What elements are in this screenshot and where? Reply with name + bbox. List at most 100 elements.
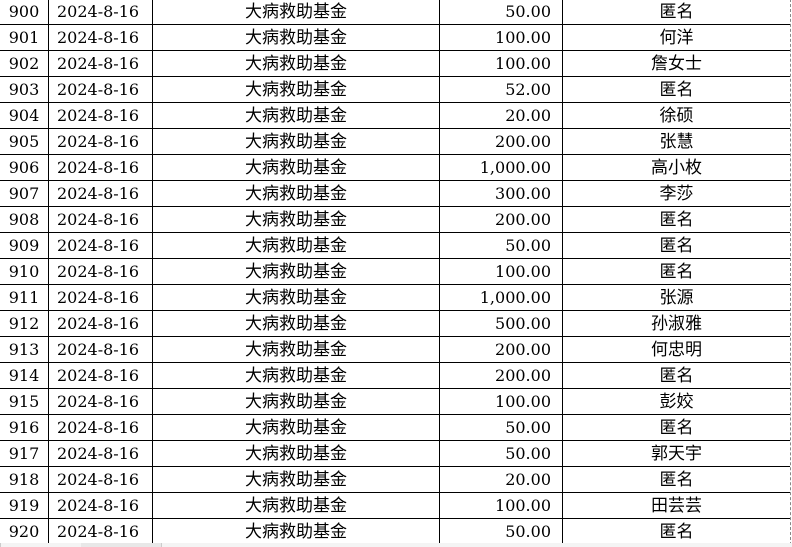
row-number-cell[interactable]: 900 <box>0 0 49 24</box>
fund-cell[interactable]: 大病救助基金 <box>153 103 440 128</box>
date-cell[interactable]: 2024-8-16 <box>49 155 153 180</box>
fund-cell[interactable]: 大病救助基金 <box>153 51 440 76</box>
row-number-cell[interactable]: 905 <box>0 129 49 154</box>
donor-cell[interactable]: 匿名 <box>659 418 694 438</box>
date-cell[interactable]: 2024-8-16 <box>49 311 153 336</box>
donor-cell[interactable]: 匿名 <box>659 210 694 230</box>
amount-cell[interactable]: 200.00 <box>440 337 563 362</box>
date-cell[interactable]: 2024-8-16 <box>49 285 153 310</box>
row-number-cell[interactable]: 915 <box>0 389 49 414</box>
scrollbar-segment[interactable] <box>161 543 792 547</box>
donor-cell[interactable]: 匿名 <box>659 236 694 256</box>
amount-cell[interactable]: 1,000.00 <box>440 285 563 310</box>
date-cell[interactable]: 2024-8-16 <box>49 129 153 154</box>
row-number-cell[interactable]: 902 <box>0 51 49 76</box>
date-cell[interactable]: 2024-8-16 <box>49 259 153 284</box>
donor-cell[interactable]: 何忠明 <box>651 340 702 360</box>
date-cell[interactable]: 2024-8-16 <box>49 77 153 102</box>
donor-cell[interactable]: 詹女士 <box>651 54 702 74</box>
donor-cell[interactable]: 匿名 <box>659 80 694 100</box>
fund-cell[interactable]: 大病救助基金 <box>153 441 440 466</box>
horizontal-scrollbar[interactable] <box>0 543 792 547</box>
donor-cell[interactable]: 张源 <box>659 288 694 308</box>
fund-cell[interactable]: 大病救助基金 <box>153 467 440 492</box>
fund-cell[interactable]: 大病救助基金 <box>153 207 440 232</box>
date-cell[interactable]: 2024-8-16 <box>49 441 153 466</box>
donor-cell[interactable]: 田芸芸 <box>651 496 702 516</box>
amount-cell[interactable]: 200.00 <box>440 207 563 232</box>
row-number-cell[interactable]: 909 <box>0 233 49 258</box>
amount-cell[interactable]: 50.00 <box>440 0 563 24</box>
date-cell[interactable]: 2024-8-16 <box>49 493 153 518</box>
amount-cell[interactable]: 100.00 <box>440 259 563 284</box>
donor-cell[interactable]: 匿名 <box>659 2 694 22</box>
row-number-cell[interactable]: 919 <box>0 493 49 518</box>
row-number-cell[interactable]: 904 <box>0 103 49 128</box>
date-cell[interactable]: 2024-8-16 <box>49 0 153 24</box>
amount-cell[interactable]: 50.00 <box>440 441 563 466</box>
amount-cell[interactable]: 200.00 <box>440 363 563 388</box>
date-cell[interactable]: 2024-8-16 <box>49 207 153 232</box>
date-cell[interactable]: 2024-8-16 <box>49 51 153 76</box>
amount-cell[interactable]: 200.00 <box>440 129 563 154</box>
fund-cell[interactable]: 大病救助基金 <box>153 77 440 102</box>
donor-cell[interactable]: 张慧 <box>659 132 694 152</box>
donor-cell[interactable]: 高小枚 <box>651 158 702 178</box>
fund-cell[interactable]: 大病救助基金 <box>153 285 440 310</box>
donor-cell[interactable]: 李莎 <box>659 184 694 204</box>
row-number-cell[interactable]: 910 <box>0 259 49 284</box>
fund-cell[interactable]: 大病救助基金 <box>153 0 440 24</box>
donor-cell[interactable]: 匿名 <box>659 262 694 282</box>
donor-cell[interactable]: 徐硕 <box>659 106 694 126</box>
row-number-cell[interactable]: 920 <box>0 519 49 544</box>
fund-cell[interactable]: 大病救助基金 <box>153 389 440 414</box>
row-number-cell[interactable]: 907 <box>0 181 49 206</box>
donor-cell[interactable]: 彭姣 <box>659 392 694 412</box>
date-cell[interactable]: 2024-8-16 <box>49 25 153 50</box>
date-cell[interactable]: 2024-8-16 <box>49 103 153 128</box>
fund-cell[interactable]: 大病救助基金 <box>153 155 440 180</box>
fund-cell[interactable]: 大病救助基金 <box>153 311 440 336</box>
donor-cell[interactable]: 何洋 <box>659 28 694 48</box>
fund-cell[interactable]: 大病救助基金 <box>153 493 440 518</box>
date-cell[interactable]: 2024-8-16 <box>49 363 153 388</box>
row-number-cell[interactable]: 903 <box>0 77 49 102</box>
amount-cell[interactable]: 50.00 <box>440 415 563 440</box>
fund-cell[interactable]: 大病救助基金 <box>153 259 440 284</box>
date-cell[interactable]: 2024-8-16 <box>49 415 153 440</box>
row-number-cell[interactable]: 918 <box>0 467 49 492</box>
row-number-cell[interactable]: 913 <box>0 337 49 362</box>
fund-cell[interactable]: 大病救助基金 <box>153 415 440 440</box>
fund-cell[interactable]: 大病救助基金 <box>153 363 440 388</box>
fund-cell[interactable]: 大病救助基金 <box>153 129 440 154</box>
row-number-cell[interactable]: 911 <box>0 285 49 310</box>
amount-cell[interactable]: 50.00 <box>440 233 563 258</box>
amount-cell[interactable]: 100.00 <box>440 389 563 414</box>
row-number-cell[interactable]: 912 <box>0 311 49 336</box>
row-number-cell[interactable]: 916 <box>0 415 49 440</box>
donor-cell[interactable]: 孙淑雅 <box>651 314 702 334</box>
amount-cell[interactable]: 100.00 <box>440 493 563 518</box>
amount-cell[interactable]: 52.00 <box>440 77 563 102</box>
amount-cell[interactable]: 100.00 <box>440 51 563 76</box>
fund-cell[interactable]: 大病救助基金 <box>153 25 440 50</box>
row-number-cell[interactable]: 901 <box>0 25 49 50</box>
amount-cell[interactable]: 50.00 <box>440 519 563 544</box>
amount-cell[interactable]: 1,000.00 <box>440 155 563 180</box>
amount-cell[interactable]: 20.00 <box>440 467 563 492</box>
fund-cell[interactable]: 大病救助基金 <box>153 337 440 362</box>
date-cell[interactable]: 2024-8-16 <box>49 181 153 206</box>
amount-cell[interactable]: 500.00 <box>440 311 563 336</box>
date-cell[interactable]: 2024-8-16 <box>49 519 153 544</box>
scrollbar-segment[interactable] <box>0 543 81 547</box>
row-number-cell[interactable]: 908 <box>0 207 49 232</box>
fund-cell[interactable]: 大病救助基金 <box>153 519 440 544</box>
donor-cell[interactable]: 匿名 <box>659 470 694 490</box>
amount-cell[interactable]: 100.00 <box>440 25 563 50</box>
fund-cell[interactable]: 大病救助基金 <box>153 233 440 258</box>
date-cell[interactable]: 2024-8-16 <box>49 337 153 362</box>
amount-cell[interactable]: 300.00 <box>440 181 563 206</box>
row-number-cell[interactable]: 906 <box>0 155 49 180</box>
date-cell[interactable]: 2024-8-16 <box>49 467 153 492</box>
fund-cell[interactable]: 大病救助基金 <box>153 181 440 206</box>
